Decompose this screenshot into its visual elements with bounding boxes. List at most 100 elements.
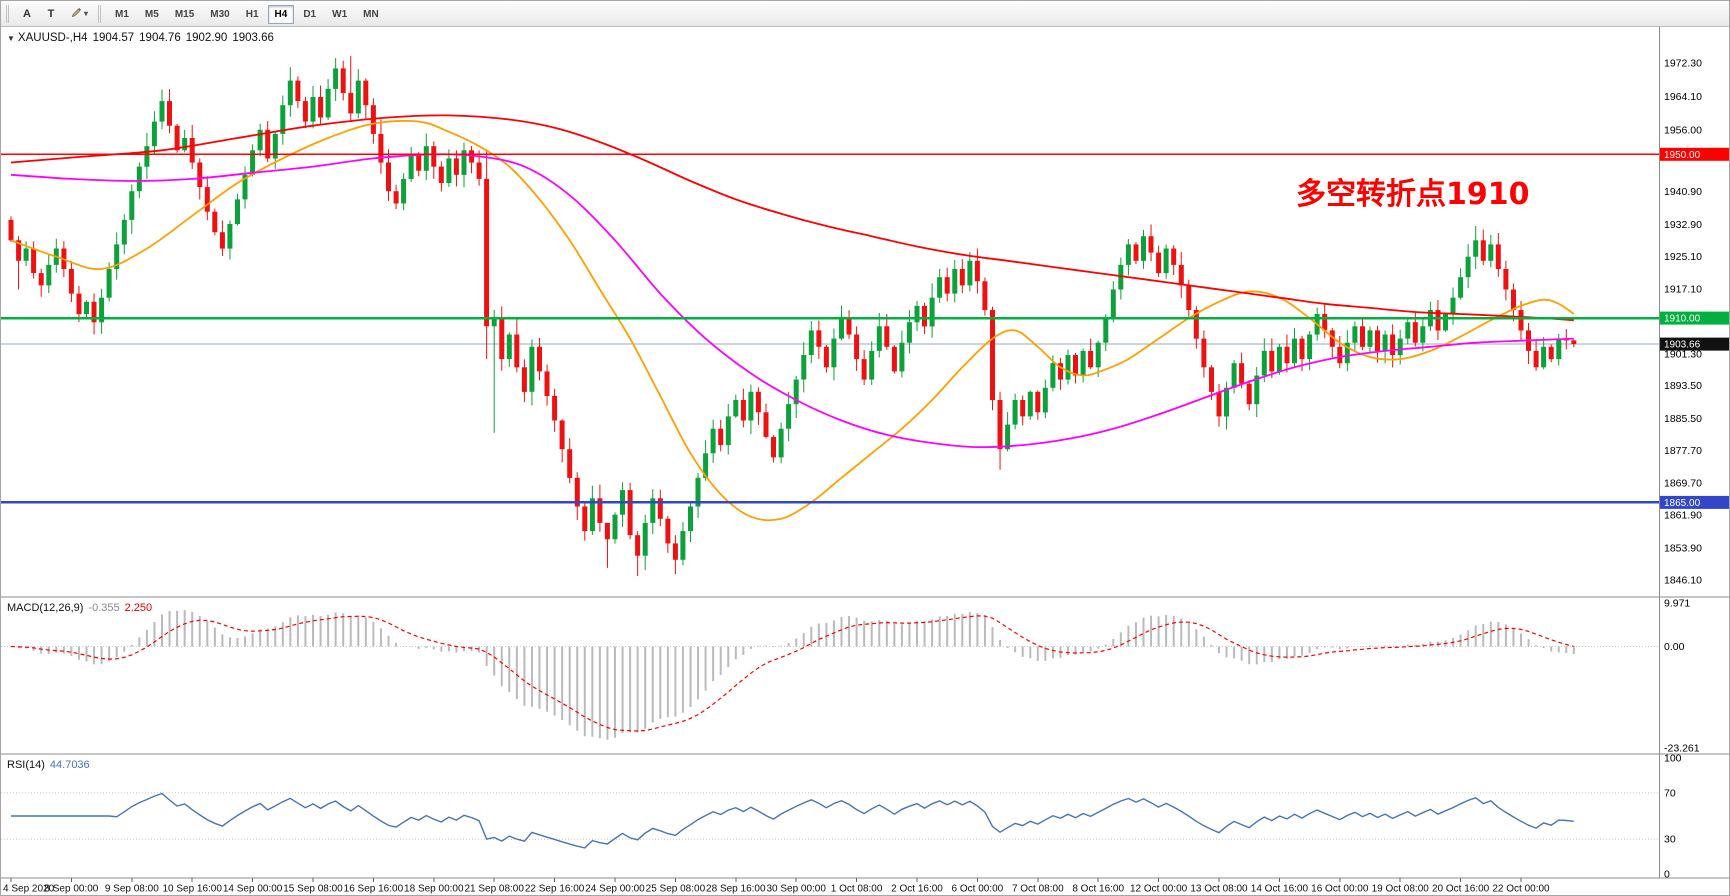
- timeframe-button-m15[interactable]: M15: [168, 5, 201, 24]
- symbol-info: ▼ XAUUSD-,H4 1904.57 1904.76 1902.90 1903.66: [7, 32, 279, 44]
- svg-text:10 Sep 16:00: 10 Sep 16:00: [162, 884, 222, 895]
- timeframe-button-d1[interactable]: D1: [296, 5, 323, 24]
- svg-text:0: 0: [1664, 869, 1670, 881]
- svg-text:16 Oct 00:00: 16 Oct 00:00: [1311, 884, 1369, 895]
- svg-text:1964.10: 1964.10: [1664, 91, 1702, 103]
- ohlc-low: 1902.90: [185, 32, 228, 44]
- svg-text:1853.90: 1853.90: [1664, 542, 1702, 554]
- price-badge-1865.00: 1865.00: [1660, 495, 1729, 509]
- svg-text:1861.90: 1861.90: [1664, 510, 1702, 522]
- svg-text:1917.10: 1917.10: [1664, 284, 1702, 296]
- svg-text:-23.261: -23.261: [1664, 743, 1700, 755]
- cursor-tool-button[interactable]: A: [16, 4, 38, 24]
- macd-signal-line[interactable]: [10, 615, 1574, 732]
- text-tool-button[interactable]: T: [40, 4, 62, 24]
- svg-text:100: 100: [1664, 753, 1682, 765]
- indicator-level-lines: [1, 646, 1659, 840]
- svg-text:22 Sep 16:00: 22 Sep 16:00: [525, 884, 585, 895]
- collapse-arrow-icon[interactable]: ▼: [7, 34, 15, 43]
- svg-text:24 Sep 00:00: 24 Sep 00:00: [585, 884, 645, 895]
- ohlc-high: 1904.76: [139, 32, 181, 44]
- svg-text:30: 30: [1664, 834, 1676, 846]
- svg-text:15 Sep 08:00: 15 Sep 08:00: [283, 884, 343, 895]
- svg-text:22 Oct 00:00: 22 Oct 00:00: [1492, 884, 1550, 895]
- timeframe-button-m30[interactable]: M30: [203, 5, 236, 24]
- macd-signal-value: 2.250: [124, 602, 153, 614]
- svg-text:4 Sep 2020: 4 Sep 2020: [3, 884, 55, 895]
- svg-text:1901.30: 1901.30: [1664, 348, 1702, 360]
- toolbar-drag-grip[interactable]: [98, 4, 102, 23]
- svg-text:14 Sep 00:00: 14 Sep 00:00: [223, 884, 283, 895]
- svg-text:7 Oct 08:00: 7 Oct 08:00: [1012, 884, 1064, 895]
- svg-text:25 Sep 08:00: 25 Sep 08:00: [646, 884, 706, 895]
- ohlc-open: 1904.57: [92, 32, 135, 44]
- svg-text:19 Oct 08:00: 19 Oct 08:00: [1372, 884, 1430, 895]
- svg-text:1932.90: 1932.90: [1664, 219, 1702, 231]
- svg-text:1950.00: 1950.00: [1664, 150, 1701, 161]
- macd-histogram[interactable]: [11, 610, 1575, 740]
- svg-text:18 Sep 00:00: 18 Sep 00:00: [404, 884, 464, 895]
- timeframe-button-h1[interactable]: H1: [239, 5, 266, 24]
- price-chart[interactable]: 1972.30 1964.10 1956.00 1940.90 1932.90 1925.…: [1, 27, 1730, 896]
- timeframe-group: M1 M5 M15 M30 H1 H4 D1 W1 MN: [107, 4, 387, 24]
- panel-separators: [1, 27, 1729, 879]
- svg-text:20 Oct 16:00: 20 Oct 16:00: [1432, 884, 1490, 895]
- candlestick-series[interactable]: [8, 56, 1577, 577]
- timeframe-button-m5[interactable]: M5: [138, 5, 166, 24]
- svg-text:9.971: 9.971: [1664, 598, 1690, 610]
- svg-text:70: 70: [1664, 787, 1676, 799]
- svg-text:21 Sep 08:00: 21 Sep 08:00: [464, 884, 524, 895]
- svg-text:1877.70: 1877.70: [1664, 445, 1702, 457]
- toolbar-drag-grip[interactable]: [6, 4, 10, 23]
- svg-text:16 Sep 16:00: 16 Sep 16:00: [344, 884, 404, 895]
- svg-text:8 Sep 00:00: 8 Sep 00:00: [44, 884, 98, 895]
- rsi-value: 44.7036: [49, 759, 90, 771]
- svg-text:1956.00: 1956.00: [1664, 124, 1702, 136]
- svg-text:13 Oct 08:00: 13 Oct 08:00: [1190, 884, 1248, 895]
- svg-text:1846.10: 1846.10: [1664, 574, 1702, 586]
- toolbar: A T ▾ M1 M5 M15 M30 H1 H4 D1 W1 MN: [1, 1, 1729, 27]
- svg-text:1885.50: 1885.50: [1664, 413, 1702, 425]
- svg-text:1940.90: 1940.90: [1664, 186, 1702, 198]
- timeframe-button-w1[interactable]: W1: [325, 5, 354, 24]
- annotation-text[interactable]: 多空转折点1910: [1296, 177, 1530, 212]
- price-badge-1903.66: 1903.66: [1660, 337, 1729, 351]
- chart-area: 1972.30 1964.10 1956.00 1940.90 1932.90 1925.…: [1, 27, 1730, 896]
- price-axis: 1972.30 1964.10 1956.00 1940.90 1932.90 1925.…: [1664, 58, 1702, 881]
- svg-text:14 Oct 16:00: 14 Oct 16:00: [1251, 884, 1309, 895]
- rsi-line[interactable]: [11, 792, 1574, 849]
- pencil-icon: [71, 7, 82, 21]
- ma-mid-line[interactable]: [10, 153, 1574, 449]
- svg-text:1865.00: 1865.00: [1664, 498, 1701, 509]
- macd-name: MACD(12,26,9): [7, 602, 84, 614]
- svg-text:8 Oct 16:00: 8 Oct 16:00: [1072, 884, 1124, 895]
- price-badge-1910.00: 1910.00: [1660, 311, 1729, 325]
- price-badge-1950.00: 1950.00: [1660, 147, 1729, 161]
- svg-text:1 Oct 08:00: 1 Oct 08:00: [831, 884, 883, 895]
- svg-text:2 Oct 16:00: 2 Oct 16:00: [891, 884, 943, 895]
- macd-main-value: -0.355: [88, 602, 120, 614]
- svg-text:1869.70: 1869.70: [1664, 478, 1702, 490]
- svg-text:1893.50: 1893.50: [1664, 380, 1702, 392]
- symbol-name: XAUUSD-,H4: [17, 32, 88, 44]
- timeframe-button-m1[interactable]: M1: [108, 5, 136, 24]
- svg-text:12 Oct 00:00: 12 Oct 00:00: [1130, 884, 1188, 895]
- draw-tool-button[interactable]: ▾: [64, 4, 95, 24]
- svg-text:28 Sep 16:00: 28 Sep 16:00: [706, 884, 766, 895]
- svg-text:1910.00: 1910.00: [1664, 314, 1701, 325]
- svg-text:1903.66: 1903.66: [1664, 340, 1701, 351]
- timeframe-button-mn[interactable]: MN: [356, 5, 386, 24]
- caret-down-icon: ▾: [84, 9, 89, 18]
- svg-text:6 Oct 00:00: 6 Oct 00:00: [952, 884, 1004, 895]
- svg-text:1925.10: 1925.10: [1664, 251, 1702, 263]
- rsi-label: RSI(14) 44.7036: [7, 759, 90, 771]
- chart-background: [1, 27, 1729, 895]
- svg-text:30 Sep 00:00: 30 Sep 00:00: [766, 884, 826, 895]
- svg-text:1972.30: 1972.30: [1664, 58, 1702, 70]
- timeframe-button-h4[interactable]: H4: [267, 4, 295, 24]
- ma-slow-line[interactable]: [10, 114, 1574, 322]
- ohlc-close: 1903.66: [232, 32, 274, 44]
- svg-text:0.00: 0.00: [1664, 641, 1685, 653]
